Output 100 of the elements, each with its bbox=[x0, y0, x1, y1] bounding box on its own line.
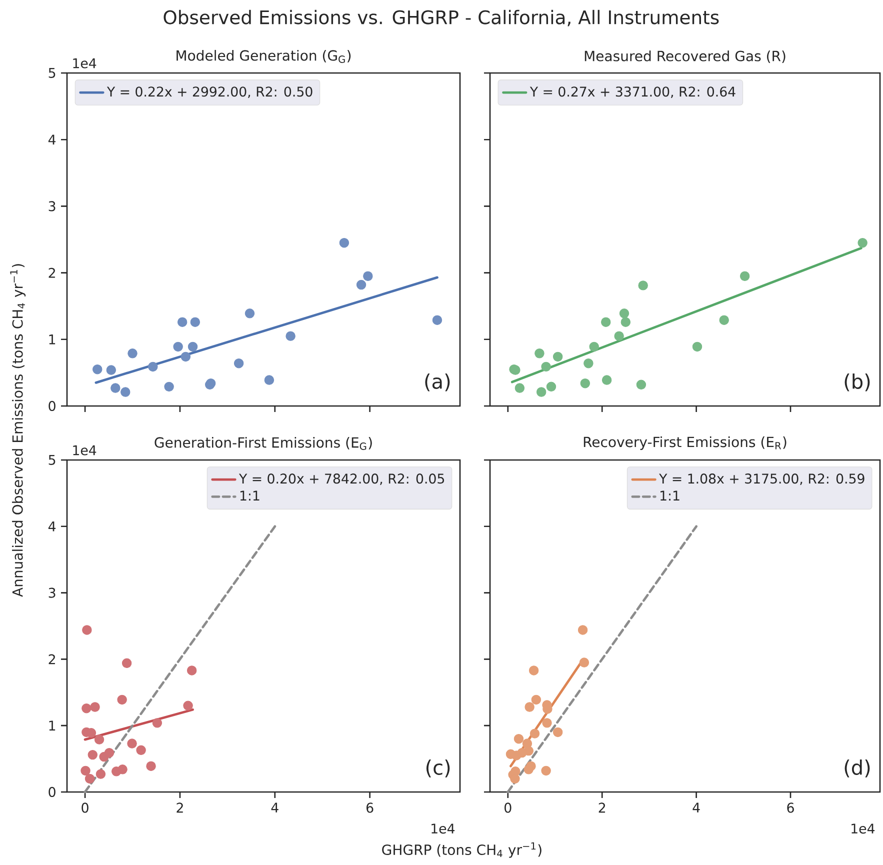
point bbox=[180, 352, 191, 362]
point bbox=[531, 694, 542, 705]
x-tick-label: 2 bbox=[598, 802, 606, 813]
legend-label: 1:1 bbox=[240, 490, 260, 501]
point bbox=[536, 387, 546, 397]
point bbox=[614, 331, 624, 341]
point bbox=[264, 375, 274, 385]
point bbox=[96, 769, 106, 779]
point bbox=[339, 238, 350, 248]
point bbox=[183, 700, 193, 711]
point bbox=[692, 342, 702, 352]
point bbox=[432, 315, 442, 325]
point bbox=[186, 666, 197, 676]
y-tick-label: 1 bbox=[49, 334, 56, 344]
point bbox=[88, 750, 98, 760]
point bbox=[620, 317, 631, 327]
point bbox=[638, 280, 648, 290]
point bbox=[552, 352, 563, 362]
point bbox=[541, 362, 551, 372]
x-tick-label: 4 bbox=[692, 802, 700, 812]
legend-label: Y = 0.22x + 2992.00, R2: 0.50 bbox=[106, 86, 312, 98]
point bbox=[528, 666, 539, 676]
point bbox=[356, 280, 366, 290]
x-tick-label: 2 bbox=[176, 802, 183, 813]
point bbox=[104, 748, 114, 758]
x-axis-title: GHGRP (tons CH$_{4}$ yr$^{−1}$) bbox=[382, 842, 542, 858]
y-tick-label: 0 bbox=[48, 400, 56, 412]
y-tick-label: 2 bbox=[48, 268, 55, 278]
point bbox=[552, 727, 563, 738]
legend-label: 1:1 bbox=[660, 490, 680, 501]
chart-title: Measured Recovered Gas (R) bbox=[584, 50, 786, 63]
y-axis-title: Annualized Observed Emissions (tons CH$_{4}$ yr$^{−1}$) bbox=[10, 264, 26, 597]
point bbox=[106, 365, 116, 375]
point bbox=[541, 766, 551, 776]
point bbox=[173, 342, 183, 352]
text: 1e4 bbox=[73, 445, 96, 456]
text: 1e4 bbox=[852, 824, 875, 834]
point bbox=[589, 342, 599, 352]
y-tick-label: 3 bbox=[48, 201, 56, 212]
point bbox=[740, 271, 750, 281]
point bbox=[619, 308, 630, 318]
x-tick-label: 0 bbox=[82, 802, 88, 813]
x-tick-label: 6 bbox=[366, 802, 374, 813]
annotation: (b) bbox=[844, 373, 870, 392]
text: Observed Emissions vs. GHGRP - California, All Instruments bbox=[164, 10, 719, 26]
point bbox=[148, 362, 158, 372]
point bbox=[128, 348, 138, 358]
y-tick-label: 2 bbox=[48, 654, 55, 664]
y-tick-label: 4 bbox=[48, 134, 56, 144]
point bbox=[580, 378, 590, 388]
y-tick-label: 3 bbox=[48, 588, 56, 598]
point bbox=[82, 625, 92, 635]
legend-label: Y = 0.27x + 3371.00, R2: 0.64 bbox=[530, 86, 736, 98]
x-tick-label: 6 bbox=[787, 802, 794, 813]
point bbox=[117, 694, 127, 705]
point bbox=[514, 734, 524, 744]
point bbox=[152, 718, 162, 728]
point bbox=[601, 317, 611, 327]
point bbox=[80, 766, 90, 776]
point bbox=[286, 331, 296, 341]
legend-label: Y = 1.08x + 3175.00, R2: 0.59 bbox=[659, 474, 864, 486]
point bbox=[546, 382, 556, 392]
point bbox=[636, 380, 646, 390]
point bbox=[122, 658, 132, 668]
point bbox=[188, 342, 198, 352]
point bbox=[110, 383, 120, 393]
y-tick-label: 5 bbox=[48, 455, 56, 465]
point bbox=[719, 315, 729, 325]
point bbox=[164, 382, 174, 392]
point bbox=[94, 734, 104, 744]
point bbox=[363, 271, 373, 281]
point bbox=[506, 749, 516, 760]
point bbox=[542, 718, 552, 728]
point bbox=[530, 728, 540, 738]
x-tick-label: 4 bbox=[271, 802, 278, 812]
annotation: (c) bbox=[426, 760, 450, 778]
chart-title: Recovery-First Emissions (E$_{R}$) bbox=[584, 436, 786, 450]
point bbox=[234, 358, 244, 368]
point bbox=[579, 658, 590, 668]
point bbox=[92, 364, 102, 374]
y-tick-label: 4 bbox=[48, 522, 56, 532]
point bbox=[524, 702, 534, 712]
point bbox=[177, 317, 188, 327]
point bbox=[82, 703, 92, 714]
y-tick-label: 0 bbox=[48, 786, 56, 798]
point bbox=[524, 764, 534, 774]
point bbox=[136, 745, 146, 756]
point bbox=[534, 348, 544, 358]
point bbox=[602, 375, 612, 385]
point bbox=[84, 774, 95, 784]
point bbox=[190, 317, 200, 327]
point bbox=[584, 358, 594, 368]
y-tick-label: 5 bbox=[48, 68, 56, 78]
text: 1e4 bbox=[432, 824, 455, 834]
x-tick-label: 0 bbox=[504, 802, 512, 813]
point bbox=[118, 764, 128, 774]
annotation: (d) bbox=[844, 760, 870, 778]
point bbox=[90, 702, 100, 712]
annotation: (a) bbox=[425, 373, 450, 392]
legend-label: Y = 0.20x + 7842.00, R2: 0.05 bbox=[238, 474, 444, 486]
